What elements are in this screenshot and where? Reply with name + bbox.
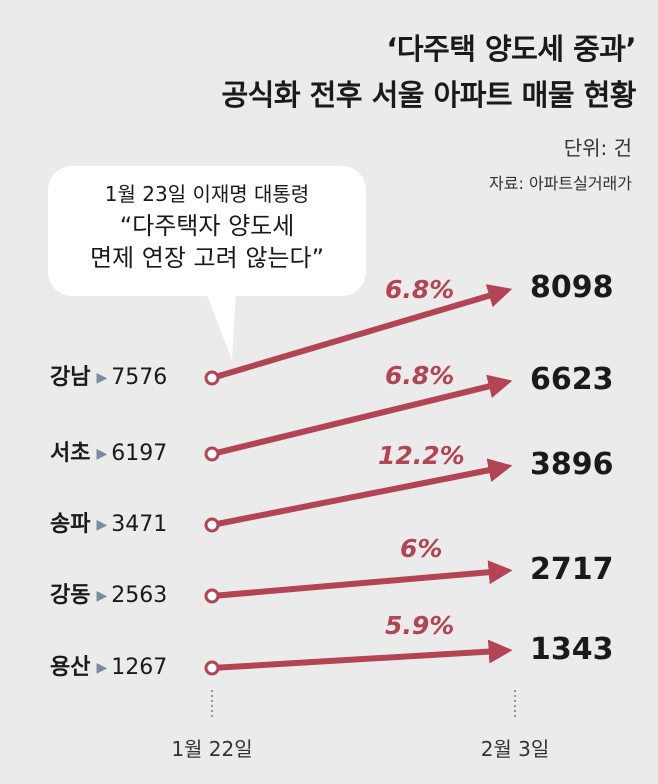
series-name-1: 강남 bbox=[50, 365, 91, 390]
end-value-4: 2717 bbox=[530, 552, 614, 587]
series-label-5: 용산 ▶ 1267 bbox=[50, 653, 167, 683]
series-name-2: 서초 bbox=[50, 441, 91, 466]
unit-label: 단위: 건 bbox=[563, 136, 632, 160]
series-start-point-3 bbox=[204, 517, 220, 533]
annotation-quote-line-1: “다주택자 양도세 bbox=[119, 212, 295, 240]
change-label-1: 6.8% bbox=[385, 274, 455, 304]
series-name-3: 송파 bbox=[50, 512, 91, 537]
annotation-quote-line-2: 면제 연장 고려 않는다” bbox=[89, 244, 325, 272]
annotation-bubble-tail bbox=[205, 290, 236, 360]
series-label-3: 송파 ▶ 3471 bbox=[50, 510, 167, 540]
start-value-5: 1267 bbox=[111, 655, 168, 680]
change-label-4: 6% bbox=[400, 534, 443, 564]
series-label-4: 강동 ▶ 2563 bbox=[50, 581, 167, 611]
end-value-1: 8098 bbox=[530, 270, 614, 305]
start-value-3: 3471 bbox=[111, 512, 168, 537]
chart-title: ‘다주택 양도세 중과’ 공식화 전후 서울 아파트 매물 현황 bbox=[221, 26, 636, 118]
x-tick-label-1: 1월 22일 bbox=[171, 737, 253, 761]
triangle-icon: ▶ bbox=[96, 660, 108, 676]
triangle-icon: ▶ bbox=[96, 588, 108, 604]
series-arrow-2 bbox=[211, 374, 513, 457]
end-value-5: 1343 bbox=[530, 632, 614, 667]
series-start-point-4 bbox=[204, 588, 220, 604]
series-start-point-5 bbox=[204, 660, 220, 676]
start-value-4: 2563 bbox=[111, 583, 168, 608]
change-label-5: 5.9% bbox=[385, 611, 455, 641]
triangle-icon: ▶ bbox=[96, 370, 108, 386]
series-label-1: 강남 ▶ 7576 bbox=[50, 363, 167, 393]
triangle-icon: ▶ bbox=[96, 446, 108, 462]
series-arrow-3 bbox=[211, 458, 513, 528]
series-arrow-1 bbox=[211, 284, 513, 381]
triangle-icon: ▶ bbox=[96, 517, 108, 533]
end-value-3: 3896 bbox=[530, 447, 614, 482]
source-label: 자료: 아파트실거래가 bbox=[489, 174, 632, 193]
annotation-date: 1월 23일 이재명 대통령 bbox=[104, 182, 310, 206]
change-label-3: 12.2% bbox=[378, 441, 465, 470]
series-arrow-5 bbox=[211, 639, 513, 671]
annotation-quote: “다주택자 양도세 면제 연장 고려 않는다” bbox=[48, 210, 366, 274]
annotation-bubble: 1월 23일 이재명 대통령 “다주택자 양도세 면제 연장 고려 않는다” bbox=[48, 166, 366, 296]
change-label-2: 6.8% bbox=[385, 360, 455, 390]
title-line-2: 공식화 전후 서울 아파트 매물 현황 bbox=[221, 78, 636, 112]
series-label-2: 서초 ▶ 6197 bbox=[50, 439, 167, 469]
title-line-1: ‘다주택 양도세 중과’ bbox=[386, 32, 636, 66]
start-value-1: 7576 bbox=[111, 365, 168, 390]
series-arrow-4 bbox=[211, 560, 513, 599]
start-value-2: 6197 bbox=[111, 441, 168, 466]
end-value-2: 6623 bbox=[530, 362, 614, 397]
x-tick-label-2: 2월 3일 bbox=[480, 737, 550, 761]
series-start-point-2 bbox=[204, 446, 220, 462]
series-start-point-1 bbox=[204, 370, 220, 386]
series-name-5: 용산 bbox=[50, 655, 91, 680]
series-name-4: 강동 bbox=[50, 583, 91, 608]
